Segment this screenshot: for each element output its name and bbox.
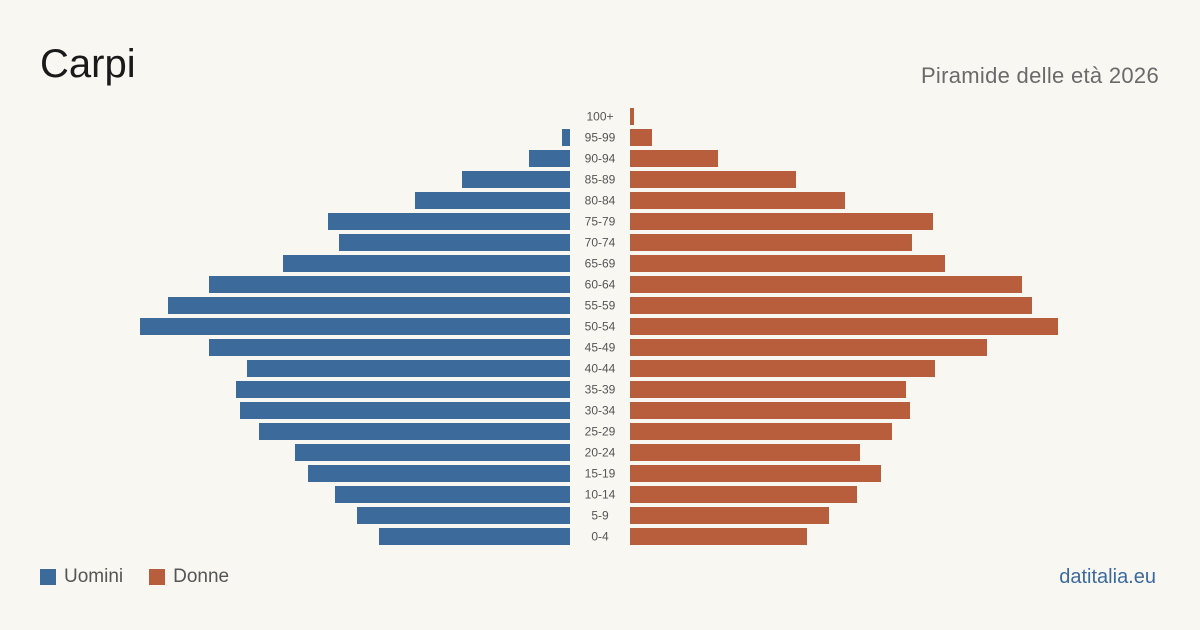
bar-women-30-34 xyxy=(630,402,910,419)
age-label-100+: 100+ xyxy=(586,110,613,124)
age-label-80-84: 80-84 xyxy=(585,194,616,208)
chart-legend: Uomini Donne xyxy=(40,566,255,588)
bar-women-5-9 xyxy=(630,507,829,524)
bar-men-30-34 xyxy=(240,402,570,419)
age-label-20-24: 20-24 xyxy=(585,446,616,460)
legend-swatch-men xyxy=(40,569,56,585)
age-label-65-69: 65-69 xyxy=(585,257,616,271)
age-label-15-19: 15-19 xyxy=(585,467,616,481)
bar-women-65-69 xyxy=(630,255,945,272)
bar-men-40-44 xyxy=(247,360,570,377)
bar-women-25-29 xyxy=(630,423,892,440)
bar-men-95-99 xyxy=(562,129,570,146)
bar-men-85-89 xyxy=(462,171,570,188)
bar-men-45-49 xyxy=(209,339,570,356)
bar-men-15-19 xyxy=(308,465,570,482)
bar-women-35-39 xyxy=(630,381,906,398)
age-label-50-54: 50-54 xyxy=(585,320,616,334)
legend-item-men: Uomini xyxy=(40,566,123,588)
bar-women-55-59 xyxy=(630,297,1032,314)
age-label-45-49: 45-49 xyxy=(585,341,616,355)
bar-men-10-14 xyxy=(335,486,570,503)
age-label-0-4: 0-4 xyxy=(591,530,609,544)
bar-women-40-44 xyxy=(630,360,935,377)
age-label-70-74: 70-74 xyxy=(585,236,616,250)
bar-men-0-4 xyxy=(379,528,570,545)
bar-men-55-59 xyxy=(168,297,570,314)
bar-women-15-19 xyxy=(630,465,881,482)
bar-women-70-74 xyxy=(630,234,912,251)
bar-men-5-9 xyxy=(357,507,570,524)
brand-link[interactable]: datitalia.eu xyxy=(1059,566,1156,588)
age-label-40-44: 40-44 xyxy=(585,362,616,376)
bar-women-90-94 xyxy=(630,150,718,167)
bar-women-80-84 xyxy=(630,192,845,209)
bar-men-60-64 xyxy=(209,276,570,293)
age-label-90-94: 90-94 xyxy=(585,152,616,166)
age-label-10-14: 10-14 xyxy=(585,488,616,502)
age-label-55-59: 55-59 xyxy=(585,299,616,313)
bar-women-20-24 xyxy=(630,444,860,461)
bar-men-90-94 xyxy=(529,150,570,167)
bar-men-80-84 xyxy=(415,192,570,209)
bar-men-70-74 xyxy=(339,234,570,251)
bar-men-75-79 xyxy=(328,213,570,230)
age-label-30-34: 30-34 xyxy=(585,404,616,418)
bar-men-25-29 xyxy=(259,423,570,440)
bar-men-65-69 xyxy=(283,255,570,272)
bar-women-0-4 xyxy=(630,528,807,545)
age-label-35-39: 35-39 xyxy=(585,383,616,397)
page-title: Carpi xyxy=(40,42,136,86)
bar-men-20-24 xyxy=(295,444,570,461)
age-label-85-89: 85-89 xyxy=(585,173,616,187)
age-label-5-9: 5-9 xyxy=(591,509,609,523)
bar-men-50-54 xyxy=(140,318,570,335)
legend-swatch-women xyxy=(149,569,166,585)
age-label-25-29: 25-29 xyxy=(585,425,616,439)
bar-women-100+ xyxy=(630,108,634,125)
bar-women-75-79 xyxy=(630,213,933,230)
bar-women-85-89 xyxy=(630,171,796,188)
bar-women-45-49 xyxy=(630,339,987,356)
bar-women-10-14 xyxy=(630,486,857,503)
legend-item-women: Donne xyxy=(149,566,229,588)
legend-label-men: Uomini xyxy=(64,566,124,587)
age-label-60-64: 60-64 xyxy=(585,278,616,292)
bar-women-95-99 xyxy=(630,129,652,146)
bar-women-50-54 xyxy=(630,318,1058,335)
chart-subtitle: Piramide delle età 2026 xyxy=(920,63,1159,88)
bar-women-60-64 xyxy=(630,276,1022,293)
age-label-75-79: 75-79 xyxy=(585,215,616,229)
age-label-95-99: 95-99 xyxy=(585,131,616,145)
legend-label-women: Donne xyxy=(173,566,230,587)
bar-men-35-39 xyxy=(236,381,570,398)
